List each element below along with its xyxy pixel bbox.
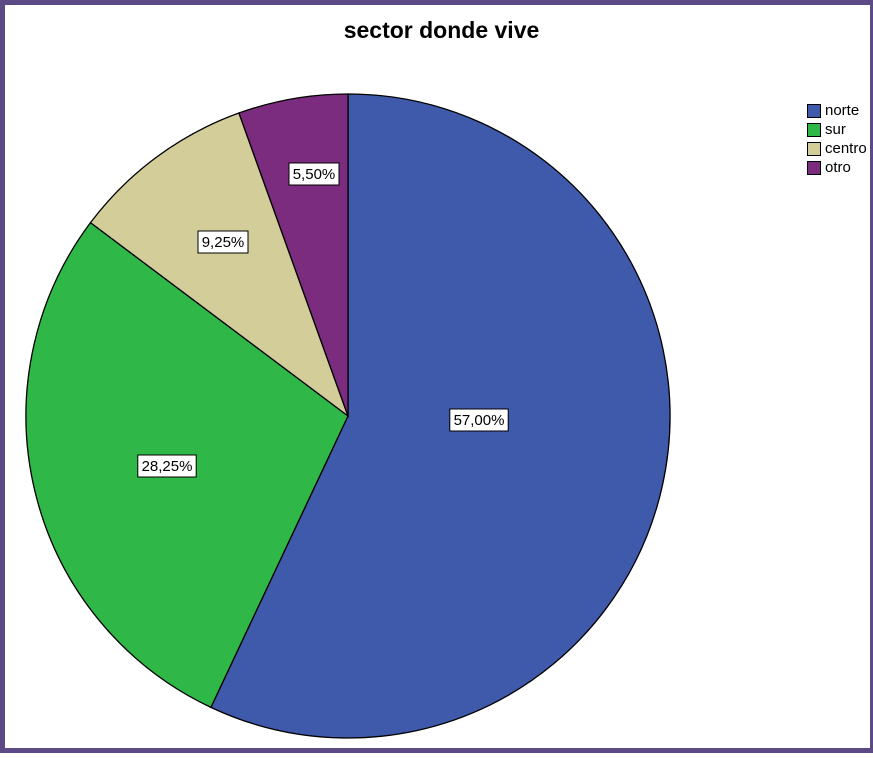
pie-chart: 57,00% 28,25% 9,25% 5,50% [25, 93, 671, 739]
legend-item-norte: norte [807, 101, 867, 120]
legend-swatch-otro [807, 160, 821, 175]
legend-label-norte: norte [825, 102, 860, 119]
data-label-text-otro: 5,50% [293, 166, 336, 183]
legend-label-otro: otro [825, 159, 851, 176]
data-label-sur: 28,25% [137, 454, 197, 478]
data-label-centro: 9,25% [197, 230, 249, 254]
data-label-text-sur: 28,25% [142, 458, 193, 475]
data-label-box-sur [137, 454, 197, 478]
data-label-norte: 57,00% [449, 408, 509, 432]
legend-item-sur: sur [807, 120, 867, 139]
pie-slice-norte [210, 93, 671, 739]
legend-swatch-centro [807, 141, 821, 156]
data-label-box-otro [288, 162, 340, 186]
legend-swatch-sur [807, 122, 821, 137]
legend-label-centro: centro [825, 140, 867, 157]
data-label-box-centro [197, 230, 249, 254]
pie-slice-centro [89, 112, 350, 418]
data-label-box-norte [449, 408, 509, 432]
data-label-text-norte: 57,00% [454, 412, 505, 429]
legend: norte sur centro otro [807, 101, 867, 177]
chart-title: sector donde vive [343, 17, 540, 43]
legend-swatch-norte [807, 103, 821, 118]
data-label-otro: 5,50% [288, 162, 340, 186]
legend-item-otro: otro [807, 158, 867, 177]
legend-label-sur: sur [825, 121, 846, 138]
legend-item-centro: centro [807, 139, 867, 158]
data-label-text-centro: 9,25% [202, 234, 245, 251]
